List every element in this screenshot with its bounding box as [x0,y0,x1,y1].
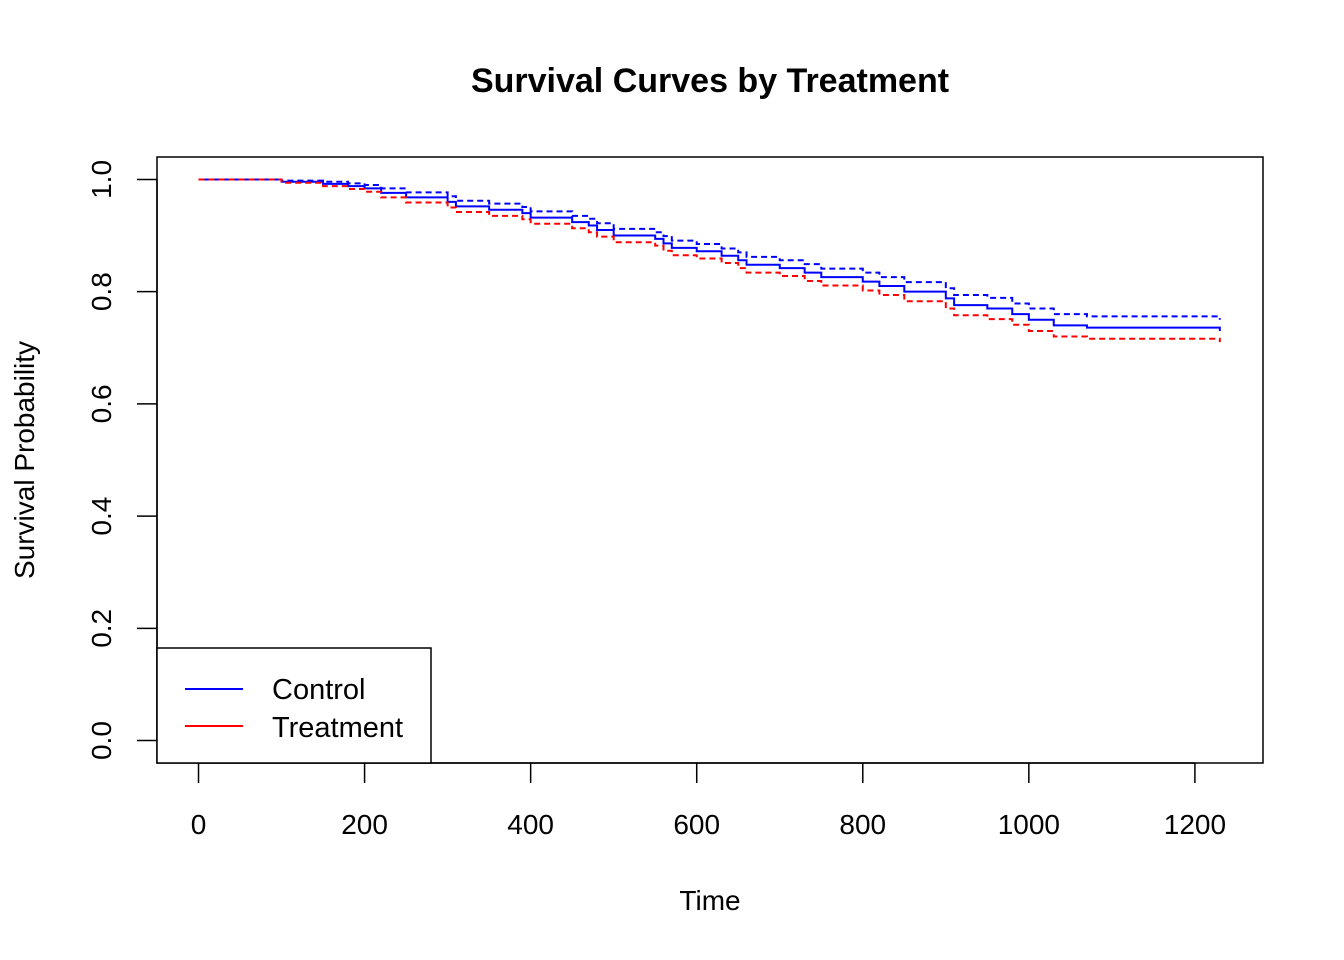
treatment-curve [198,178,1221,343]
control-curve [198,178,1221,331]
series-layer [198,178,1221,343]
legend: Control Treatment [156,647,432,764]
legend-label-treatment: Treatment [272,712,403,744]
legend-box [156,647,432,764]
x-tick-label: 1000 [998,809,1060,840]
x-tick-label: 400 [507,809,554,840]
y-tick-label: 0.8 [86,272,117,311]
x-tick-label: 800 [839,809,886,840]
y-axis-label: Survival Probability [9,341,40,579]
y-tick-label: 0.4 [86,497,117,536]
y-tick-label: 1.0 [86,160,117,199]
x-tick-label: 1200 [1164,809,1226,840]
y-tick-label: 0.2 [86,609,117,648]
y-tick-label: 0.0 [86,721,117,760]
x-tick-label: 0 [191,809,207,840]
chart-title: Survival Curves by Treatment [471,62,949,100]
x-axis: 0 200 400 600 800 1000 1200 [191,762,1226,840]
x-axis-label: Time [679,885,740,916]
control-upper-curve [198,178,1221,320]
x-tick-label: 200 [341,809,388,840]
legend-label-control: Control [272,674,366,706]
y-tick-label: 0.6 [86,384,117,423]
x-tick-label: 600 [673,809,720,840]
y-axis: 0.0 0.2 0.4 0.6 0.8 1.0 [86,160,158,760]
